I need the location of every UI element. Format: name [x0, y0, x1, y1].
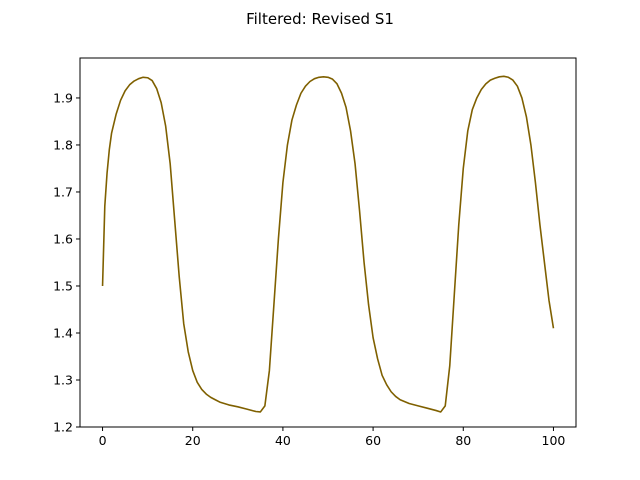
y-tick-label: 1.2 [53, 420, 73, 435]
chart-title: Filtered: Revised S1 [246, 10, 394, 28]
x-tick-label: 20 [185, 433, 201, 448]
x-tick-label: 40 [275, 433, 291, 448]
x-tick-label: 60 [365, 433, 381, 448]
y-tick-label: 1.3 [53, 372, 73, 387]
y-tick-label: 1.8 [53, 137, 73, 152]
x-tick-label: 0 [99, 433, 107, 448]
series-line [101, 75, 555, 413]
y-tick-label: 1.7 [53, 184, 73, 199]
y-tick-label: 1.9 [53, 90, 73, 105]
y-tick-label: 1.6 [53, 231, 73, 246]
y-tick-label: 1.4 [53, 325, 73, 340]
y-tick-label: 1.5 [53, 278, 73, 293]
axes-frame [79, 57, 577, 428]
x-tick-label: 80 [455, 433, 471, 448]
plot-area: 0 20 40 60 80 100 1.2 1.3 1.4 1.5 1.6 1.7 1.8 1.9 [53, 57, 577, 448]
x-tick-label: 100 [542, 433, 566, 448]
